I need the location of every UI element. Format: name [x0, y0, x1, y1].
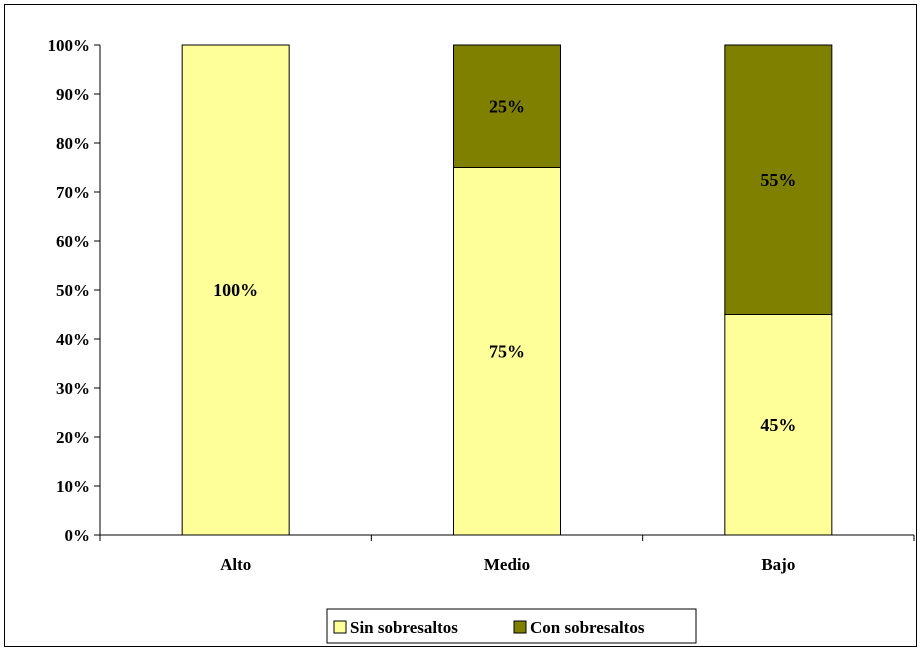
- x-category-label: Medio: [484, 555, 530, 574]
- data-labels: 100% 75% 25% 45% 55%: [213, 96, 796, 435]
- x-category-label: Alto: [220, 555, 251, 574]
- stacked-bar-chart: 0% 10% 20% 30% 40% 50% 60% 70% 80% 90% 100% Alto Me…: [48, 36, 915, 644]
- legend-label-con-sobresaltos: Con sobresaltos: [530, 618, 645, 637]
- y-tick-label: 10%: [56, 477, 90, 496]
- x-axis: Alto Medio Bajo: [99, 534, 915, 574]
- y-tick-label: 30%: [56, 379, 90, 398]
- data-label: 55%: [760, 170, 796, 190]
- legend: Sin sobresaltos Con sobresaltos: [326, 608, 697, 644]
- y-tick-label: 70%: [56, 183, 90, 202]
- y-tick-label: 90%: [56, 85, 90, 104]
- legend-label-sin-sobresaltos: Sin sobresaltos: [350, 618, 458, 637]
- y-tick-label: 20%: [56, 428, 90, 447]
- data-label: 45%: [760, 415, 796, 435]
- y-axis: 0% 10% 20% 30% 40% 50% 60% 70% 80% 90% 100%: [48, 36, 101, 545]
- legend-swatch-con-sobresaltos: [513, 620, 527, 634]
- y-tick-label: 0%: [65, 526, 91, 545]
- bar-medio-series-0: [453, 167, 561, 536]
- y-tick-label: 80%: [56, 134, 90, 153]
- data-label: 25%: [489, 96, 525, 116]
- y-tick-label: 60%: [56, 232, 90, 251]
- legend-box: [326, 608, 697, 644]
- bar-medio-series-1: [453, 44, 561, 168]
- legend-swatch-sin-sobresaltos: [333, 620, 347, 634]
- y-tick-label: 100%: [48, 36, 91, 55]
- data-label: 75%: [489, 341, 525, 361]
- bar-bajo-series-0: [724, 314, 833, 536]
- x-category-label: Bajo: [761, 555, 795, 574]
- bars: [181, 44, 833, 536]
- y-tick-label: 50%: [56, 281, 90, 300]
- y-tick-label: 40%: [56, 330, 90, 349]
- bar-alto-series-0: [181, 44, 290, 536]
- chart-frame: 0% 10% 20% 30% 40% 50% 60% 70% 80% 90% 100% Alto Me…: [4, 4, 917, 647]
- data-label: 100%: [213, 280, 258, 300]
- bar-bajo-series-1: [724, 44, 833, 315]
